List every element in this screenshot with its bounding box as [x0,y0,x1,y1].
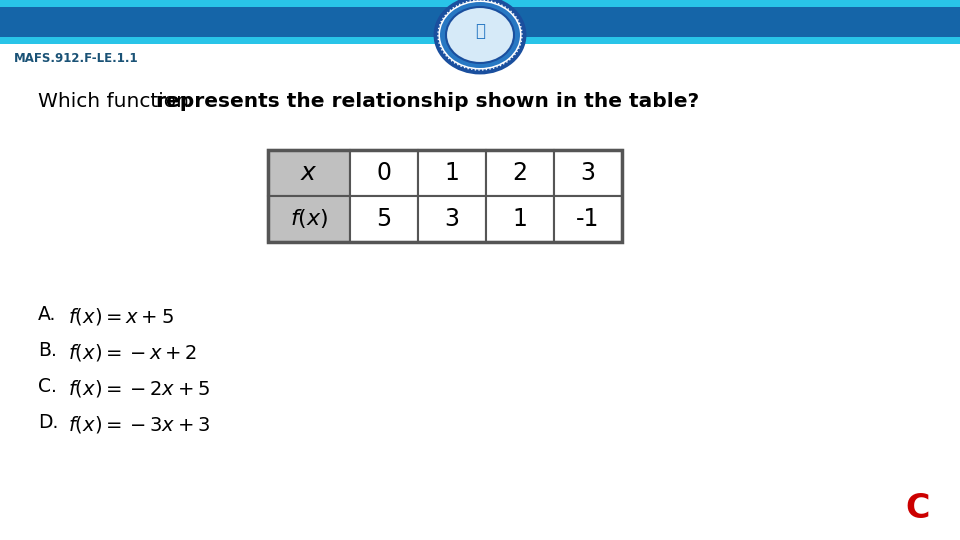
Ellipse shape [446,7,514,63]
Text: Which function: Which function [38,92,196,111]
Text: Which function represents the relationship shown in the table?: Which function represents the relationsh… [38,92,672,111]
Bar [0,7,960,37]
Bar [418,196,486,242]
Text: 🐬: 🐬 [475,22,485,40]
Bar [350,150,418,196]
Bar [268,150,622,242]
Bar [486,196,554,242]
Text: $f(x)$: $f(x)$ [290,207,328,231]
Bar [0,0,960,7]
Bar [268,196,350,242]
Text: $f(x) = -2x + 5$: $f(x) = -2x + 5$ [68,378,210,399]
Text: 1: 1 [513,207,527,231]
Text: B.: B. [38,341,57,360]
Text: 5: 5 [376,207,392,231]
Text: $x$: $x$ [300,161,318,185]
Text: MAFS.912.F-LE.1.1: MAFS.912.F-LE.1.1 [14,52,138,65]
Bar [554,196,622,242]
Bar [350,196,418,242]
Text: 0: 0 [376,161,392,185]
Text: represents the relationship shown in the table?: represents the relationship shown in the… [156,92,699,111]
Text: 3: 3 [581,161,595,185]
Text: D.: D. [38,413,59,432]
Text: 1: 1 [444,161,460,185]
Ellipse shape [440,2,520,68]
Bar [418,150,486,196]
Bar [0,37,960,44]
Text: 2: 2 [513,161,527,185]
Bar [554,150,622,196]
Bar [268,150,350,196]
Text: $f(x) = -3x + 3$: $f(x) = -3x + 3$ [68,414,210,435]
Text: C: C [905,492,930,525]
Text: -1: -1 [576,207,600,231]
Text: C.: C. [38,377,57,396]
Bar [486,150,554,196]
Text: $f(x) = x + 5$: $f(x) = x + 5$ [68,306,174,327]
Text: 3: 3 [444,207,460,231]
Ellipse shape [435,0,525,74]
Text: A.: A. [38,305,57,324]
Text: $f(x) = -x + 2$: $f(x) = -x + 2$ [68,342,198,363]
